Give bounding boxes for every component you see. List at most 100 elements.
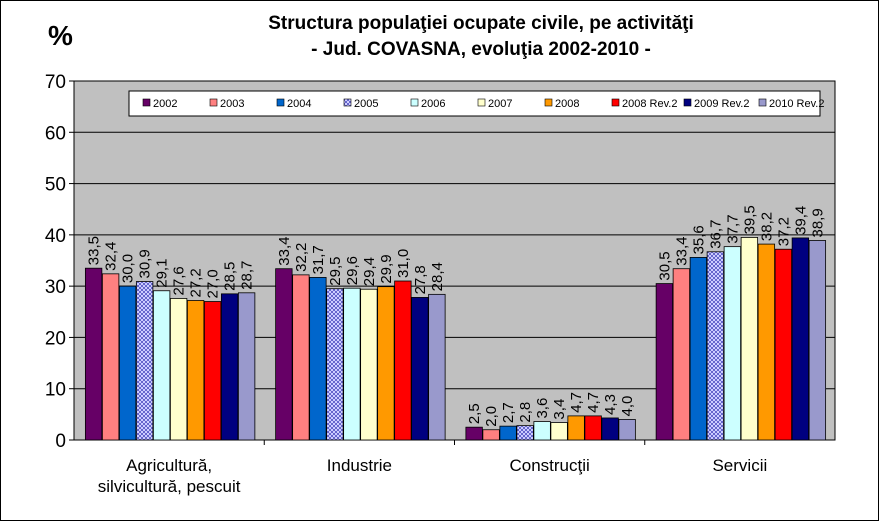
data-label: 3,4 <box>551 399 568 420</box>
data-label: 2,0 <box>483 406 500 427</box>
bar <box>601 417 619 441</box>
bar <box>757 243 776 441</box>
legend-box <box>128 90 821 117</box>
bar <box>808 240 827 441</box>
y-tick-label: 20 <box>45 328 66 349</box>
data-label: 31,7 <box>310 245 327 274</box>
bar <box>101 273 120 441</box>
legend-entry: 2009 Rev.2 <box>694 98 749 110</box>
data-label: 32,2 <box>293 243 310 272</box>
data-label: 29,1 <box>154 259 171 288</box>
data-label: 3,6 <box>534 398 551 419</box>
legend-swatch <box>343 98 352 107</box>
data-label: 29,4 <box>361 257 378 286</box>
bar <box>706 251 725 441</box>
legend: 2002 2003 2004 2005 2006 2007 2008 2008 Rev.2 20… <box>128 90 824 117</box>
legend-swatch <box>683 98 692 107</box>
bar <box>84 267 103 441</box>
legend-entry: 2010 Rev.2 <box>769 98 824 110</box>
bar <box>275 268 293 441</box>
bar <box>360 288 378 441</box>
legend-entry: 2003 <box>220 98 244 110</box>
data-label: 28,4 <box>429 262 446 291</box>
data-label: 33,4 <box>673 237 690 266</box>
legend-entry: 2004 <box>287 98 311 110</box>
bar <box>618 419 636 441</box>
category-label: Servicii <box>712 456 767 475</box>
y-axis-ticks: 0 10 20 30 40 50 60 70 <box>45 72 74 452</box>
data-label: 38,2 <box>758 212 775 241</box>
y-tick-label: 50 <box>45 175 66 196</box>
data-label: 4,0 <box>619 396 636 417</box>
legend-entry: 2008 <box>555 98 579 110</box>
chart-title-line-2: - Jud. COVASNA, evoluţia 2002-2010 - <box>311 39 651 60</box>
data-labels: 33,5 32,4 30,0 30,9 29,1 27,6 27,2 27,0 28,5 28,7… <box>86 205 827 427</box>
bar <box>237 292 256 441</box>
legend-entry: 2006 <box>421 98 445 110</box>
bar <box>220 293 239 441</box>
y-tick-label: 70 <box>45 72 66 93</box>
legend-entry: 2007 <box>488 98 512 110</box>
data-label: 38,9 <box>809 208 826 237</box>
bar <box>326 288 344 441</box>
category-label: silvicultură, pescuit <box>98 477 241 496</box>
data-label: 2,7 <box>500 402 517 423</box>
data-label: 30,0 <box>120 254 137 283</box>
data-label: 29,5 <box>327 257 344 286</box>
bar <box>655 283 674 441</box>
bar <box>309 277 327 441</box>
bar <box>791 237 810 441</box>
data-label: 37,2 <box>775 217 792 246</box>
category-label: Agricultură, <box>126 456 212 475</box>
data-label: 30,5 <box>656 251 673 280</box>
y-unit-label: % <box>48 20 73 51</box>
legend-swatch <box>209 98 218 107</box>
bar <box>533 421 551 441</box>
legend-swatch <box>142 98 151 107</box>
category-label: Construcţii <box>509 456 589 475</box>
data-label: 4,3 <box>602 394 619 415</box>
data-label: 2,8 <box>517 402 534 423</box>
data-label: 2,5 <box>466 403 483 424</box>
legend-swatch <box>477 98 486 107</box>
legend-entry: 2008 Rev.2 <box>622 98 677 110</box>
data-label: 4,7 <box>585 392 602 413</box>
bar <box>118 285 137 441</box>
data-label: 4,7 <box>568 392 585 413</box>
bar <box>774 248 793 441</box>
bar <box>689 257 708 441</box>
bar <box>499 425 517 441</box>
data-label: 37,7 <box>724 214 741 243</box>
y-tick-label: 40 <box>45 226 66 247</box>
bar <box>567 415 585 441</box>
bar <box>186 300 205 441</box>
data-label: 29,9 <box>378 254 395 283</box>
data-label: 32,4 <box>103 242 120 271</box>
bar <box>343 287 361 441</box>
bar <box>584 415 602 441</box>
bar <box>723 246 742 441</box>
bars <box>84 237 827 445</box>
data-label: 35,6 <box>690 225 707 254</box>
y-tick-label: 30 <box>45 277 66 298</box>
y-tick-label: 60 <box>45 123 66 144</box>
legend-entry: 2005 <box>354 98 378 110</box>
legend-swatch <box>544 98 553 107</box>
bar <box>411 297 429 441</box>
data-label: 28,5 <box>222 262 239 291</box>
bar <box>428 293 446 441</box>
bar <box>465 426 483 441</box>
data-label: 27,0 <box>205 269 222 298</box>
data-label: 28,7 <box>239 261 256 290</box>
bar <box>672 268 691 441</box>
legend-swatch <box>611 98 620 107</box>
data-label: 33,4 <box>276 237 293 266</box>
legend-swatch <box>276 98 285 107</box>
bar <box>135 281 154 441</box>
data-label: 30,9 <box>137 249 154 278</box>
bar <box>203 301 222 441</box>
data-label: 27,8 <box>412 265 429 294</box>
bar <box>550 422 568 441</box>
